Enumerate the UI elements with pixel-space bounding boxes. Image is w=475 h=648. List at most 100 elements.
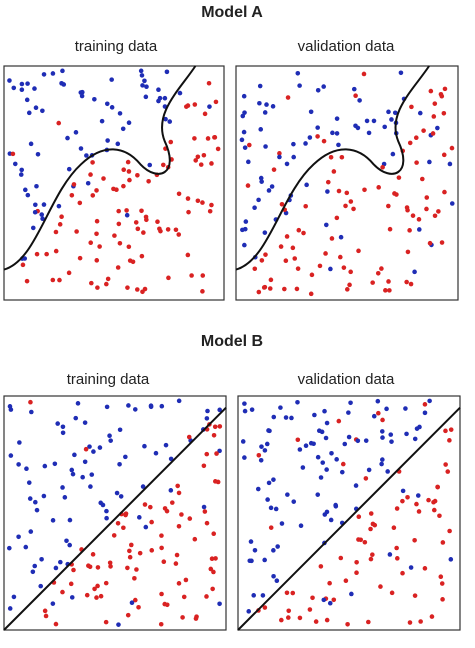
dot — [328, 266, 333, 272]
dot — [420, 176, 425, 182]
dot — [379, 266, 384, 271]
dot — [116, 622, 121, 627]
dot — [297, 447, 303, 452]
dot — [129, 600, 135, 605]
dot — [334, 457, 339, 462]
dot — [127, 177, 132, 183]
dot — [308, 291, 314, 297]
dot — [34, 507, 40, 513]
dot — [16, 534, 21, 540]
dot — [94, 258, 100, 263]
dot — [389, 439, 394, 444]
dot — [192, 102, 198, 107]
dot — [303, 443, 309, 449]
dot — [34, 251, 40, 257]
dot — [283, 258, 289, 264]
dot — [271, 167, 277, 172]
dot — [278, 405, 283, 410]
dot — [412, 593, 418, 598]
dot — [285, 615, 291, 620]
dot — [440, 597, 445, 602]
dot — [69, 467, 75, 473]
dot — [55, 421, 60, 426]
dot — [50, 71, 56, 76]
dot — [449, 145, 455, 151]
dot — [80, 474, 85, 480]
dot — [412, 269, 417, 275]
dot — [211, 432, 217, 438]
dot — [88, 484, 93, 489]
dot — [157, 95, 163, 101]
dot — [334, 131, 340, 136]
dot — [211, 531, 217, 537]
dot — [270, 104, 276, 109]
dot — [161, 559, 167, 565]
dot — [177, 90, 183, 96]
dot — [252, 547, 258, 553]
dot — [252, 205, 257, 211]
dot — [25, 192, 31, 198]
dot — [379, 461, 384, 467]
dot — [176, 581, 182, 586]
dot — [292, 256, 298, 261]
dot — [127, 554, 133, 560]
dot — [53, 565, 59, 571]
dot — [356, 514, 362, 520]
dot — [162, 95, 168, 101]
dot — [351, 86, 357, 92]
dot — [273, 506, 279, 512]
dot — [303, 203, 308, 209]
dot — [323, 435, 329, 441]
dot — [378, 584, 383, 589]
dot — [94, 231, 99, 237]
dot — [298, 523, 304, 529]
dot — [428, 88, 434, 94]
dot — [366, 467, 372, 473]
dot — [366, 619, 371, 625]
dot — [66, 166, 72, 172]
panel-label: training data — [75, 38, 158, 55]
dot — [318, 475, 324, 480]
dot — [42, 463, 48, 469]
dot — [405, 249, 411, 255]
dot — [167, 119, 173, 124]
dot — [334, 116, 340, 121]
dot — [400, 498, 405, 504]
dot — [412, 436, 418, 442]
dot — [351, 206, 356, 212]
dot — [174, 552, 180, 558]
dot — [329, 451, 334, 456]
dot — [248, 539, 254, 544]
dot — [362, 187, 367, 193]
dot — [447, 528, 452, 534]
dot — [386, 203, 391, 209]
dot — [201, 504, 207, 510]
dot — [291, 154, 296, 160]
panel-label: validation data — [298, 371, 395, 388]
dot — [92, 97, 97, 102]
dot — [443, 462, 448, 467]
dot — [127, 258, 133, 263]
dot — [243, 219, 249, 224]
dot — [209, 556, 215, 562]
dot — [192, 536, 198, 542]
dot — [447, 438, 452, 443]
dot — [23, 187, 28, 193]
dot — [24, 278, 30, 284]
dot — [138, 68, 144, 74]
dot — [258, 175, 264, 181]
dot — [310, 595, 315, 601]
dot — [348, 199, 354, 204]
dot — [212, 135, 217, 140]
dot — [107, 433, 112, 439]
dot — [363, 438, 369, 443]
dot — [7, 404, 13, 409]
dot — [371, 118, 377, 124]
dot — [426, 497, 431, 503]
dot — [90, 160, 95, 165]
dot — [354, 570, 359, 576]
dot — [315, 492, 321, 497]
dot — [282, 286, 287, 292]
dot — [60, 430, 66, 436]
dot — [205, 136, 211, 141]
